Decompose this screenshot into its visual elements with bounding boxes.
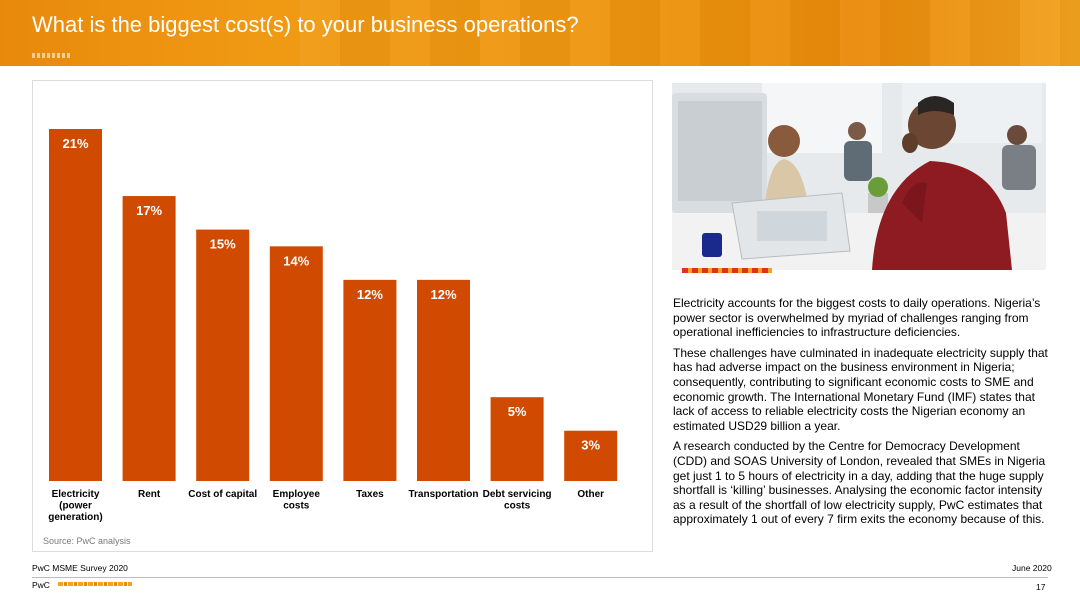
data-label-6: 12%	[430, 287, 456, 302]
chart-panel: 21% Electricity (power generation) 17% Rent 15…	[32, 80, 653, 552]
body-text: Electricity accounts for the biggest cos…	[673, 296, 1053, 533]
category-label-3: Cost of capital	[188, 489, 257, 500]
bar-1	[49, 129, 102, 481]
chart-source: Source: PwC analysis	[43, 536, 131, 546]
bar-7	[490, 397, 544, 481]
photo-accent-bar	[682, 268, 772, 273]
bar-6	[417, 279, 470, 481]
footer-date: June 2020	[1012, 563, 1052, 573]
header-decoration	[32, 53, 72, 58]
bar-5	[343, 279, 397, 481]
data-label-2: 17%	[136, 203, 162, 218]
header-band: What is the biggest cost(s) to your busi…	[0, 0, 1080, 66]
page-number: 17	[1036, 582, 1046, 592]
data-label-3: 15%	[210, 237, 236, 252]
office-photo	[672, 83, 1046, 270]
paragraph-challenges: These challenges have culminated in inad…	[673, 345, 1048, 433]
photo-illustration	[672, 83, 1046, 270]
bar-2	[122, 196, 176, 482]
footer-brand-bar	[58, 582, 132, 586]
category-label-6: Transportation	[408, 489, 478, 500]
header-background-texture	[300, 0, 1080, 66]
bar-chart: 21% Electricity (power generation) 17% Rent 15…	[48, 129, 618, 523]
category-label-4: Employee costs	[273, 489, 321, 512]
bar-8	[564, 430, 618, 481]
category-label-8: Other	[577, 489, 604, 500]
footer-brand: PwC	[32, 580, 50, 590]
bar-3	[196, 229, 250, 481]
data-label-7: 5%	[508, 404, 527, 419]
footer-divider	[32, 577, 1048, 578]
footer-survey-name: PwC MSME Survey 2020	[32, 563, 128, 573]
paragraph-electricity-costs: Electricity accounts for the biggest cos…	[673, 296, 1041, 340]
category-label-5: Taxes	[356, 489, 384, 500]
data-label-5: 12%	[357, 287, 383, 302]
data-label-8: 3%	[581, 438, 600, 453]
bar-4	[269, 246, 323, 481]
category-label-7: Debt servicing costs	[483, 489, 552, 512]
data-label-1: 21%	[62, 136, 88, 151]
paragraph-research: A research conducted by the Centre for D…	[673, 439, 1046, 527]
category-label-2: Rent	[138, 489, 161, 500]
data-label-4: 14%	[283, 253, 309, 268]
page-title: What is the biggest cost(s) to your busi…	[32, 12, 579, 37]
category-label-1: Electricity (power generation)	[48, 489, 102, 523]
